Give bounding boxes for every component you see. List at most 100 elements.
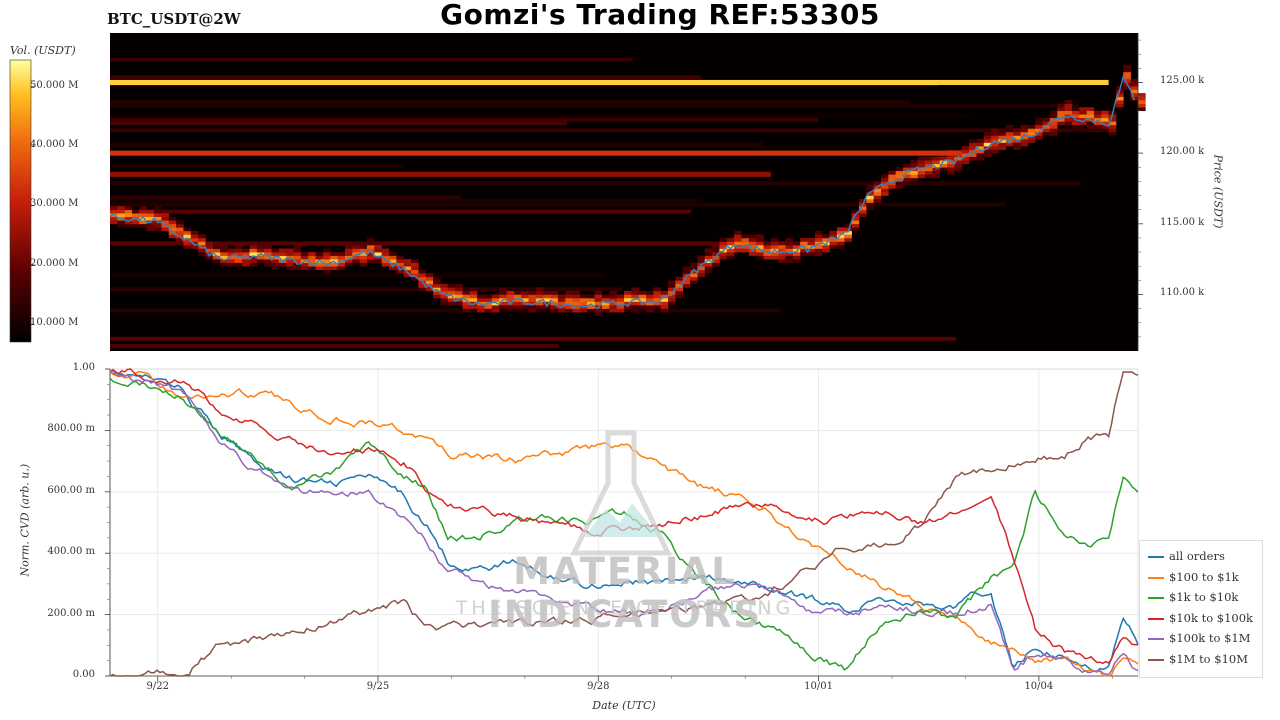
heatmap-cell (939, 160, 948, 165)
heatmap-cell (895, 174, 904, 179)
heatmap-cell (1027, 139, 1036, 143)
heatmap-cell (1049, 110, 1058, 115)
heatmap-cell (293, 255, 302, 260)
heatmap-cell (778, 252, 786, 256)
heatmap-cell (550, 305, 559, 309)
liquidity-wall (110, 150, 962, 156)
heatmap-cell (293, 248, 302, 253)
heatmap-cell (668, 287, 676, 292)
heatmap-cell (565, 294, 573, 299)
heatmap-cell (1108, 117, 1117, 122)
heatmap-cell (264, 255, 272, 260)
heatmap-cell (792, 241, 801, 246)
heatmap-cell (572, 305, 581, 309)
price-tick-label: 110.00 k (1160, 287, 1205, 299)
cvd-x-tick-label: 10/04 (1024, 681, 1054, 692)
heatmap-cell (484, 294, 493, 299)
heatmap-cell (242, 259, 250, 263)
heatmap-cell (359, 241, 368, 246)
heatmap-cell (183, 230, 192, 235)
chart-title: Gomzi's Trading REF:53305 (440, 0, 880, 31)
heatmap-cell (903, 167, 911, 172)
heatmap-cell (609, 290, 617, 295)
heatmap-cell (110, 209, 118, 214)
heatmap-cell (991, 135, 999, 140)
heatmap-cell (844, 223, 852, 228)
heatmap-cell (807, 241, 816, 246)
heatmap-cell (748, 252, 757, 256)
heatmap-cell (234, 245, 243, 249)
heatmap-cell (124, 209, 133, 214)
heatmap-cell (697, 259, 706, 263)
heatmap-cell (381, 262, 390, 267)
heatmap-cell (344, 252, 353, 256)
heatmap-cell (697, 266, 706, 271)
heatmap-cell (455, 287, 463, 292)
heatmap-cell (939, 167, 948, 172)
heatmap-cell (1042, 117, 1051, 122)
heatmap-cell (322, 259, 331, 263)
heatmap-cell (1064, 107, 1073, 112)
heatmap-cell (271, 252, 280, 256)
heatmap-cell (756, 245, 764, 249)
heatmap-cell (646, 301, 654, 306)
heatmap-cell (572, 298, 581, 302)
heatmap-cell (1123, 75, 1131, 80)
heatmap-cell (836, 241, 845, 246)
heatmap-cell (976, 142, 985, 147)
legend-label: $100k to $1M (1169, 631, 1251, 645)
heatmap-cell (190, 234, 199, 239)
legend-item: $1k to $10k (1148, 590, 1238, 604)
heatmap-cell (991, 131, 999, 136)
heatmap-cell (756, 234, 764, 239)
heatmap-cell (1079, 117, 1087, 122)
heatmap-cell (1079, 114, 1087, 119)
heatmap-cell (778, 259, 786, 263)
heatmap-cell (352, 241, 360, 246)
heatmap-cell (183, 227, 192, 232)
heatmap-cell (447, 290, 456, 295)
heatmap-cell (675, 276, 684, 281)
heatmap-cell (587, 308, 595, 313)
heatmap-cell (565, 305, 573, 309)
cvd-y-ticks (105, 368, 110, 677)
heatmap-cell (440, 290, 449, 295)
heatmap-cell (469, 298, 478, 302)
heatmap-cell (763, 255, 772, 260)
heatmap-cell (1035, 131, 1043, 136)
heatmap-cell (491, 308, 500, 313)
liquidity-band (110, 163, 405, 168)
heatmap-cell (337, 255, 346, 260)
heatmap-cell (778, 255, 786, 260)
cvd-x-tick-label: 9/28 (587, 681, 610, 692)
heatmap-cell (367, 241, 375, 246)
heatmap-cell (792, 259, 801, 263)
heatmap-cell (734, 237, 742, 242)
heatmap-cell (300, 262, 309, 267)
heatmap-cell (286, 252, 294, 256)
heatmap-cell (1130, 86, 1139, 90)
heatmap-cell (998, 131, 1007, 136)
heatmap-cell (484, 308, 493, 313)
heatmap-cell (220, 248, 228, 253)
heatmap-cell (117, 220, 125, 225)
heatmap-cell (646, 298, 654, 302)
heatmap-cell (1130, 82, 1139, 87)
heatmap-cell (1035, 128, 1043, 133)
heatmap-cell (227, 252, 236, 256)
heatmap-cell (888, 184, 896, 189)
heatmap-cell (792, 245, 801, 249)
heatmap-cell (609, 308, 617, 313)
heatmap-cell (925, 156, 933, 161)
cvd-y-tick-label: 400.00 m (47, 546, 95, 558)
cvd-y-tick-label: 200.00 m (47, 607, 95, 619)
heatmap-cell (866, 192, 874, 196)
heatmap-cell (418, 276, 427, 281)
heatmap-cell (925, 167, 933, 172)
heatmap-cell (271, 266, 280, 271)
heatmap-cell (1057, 121, 1065, 126)
heatmap-cell (1057, 110, 1065, 115)
heatmap-cell (1064, 121, 1073, 126)
colorbar (9, 59, 32, 343)
heatmap-cell (418, 269, 427, 274)
